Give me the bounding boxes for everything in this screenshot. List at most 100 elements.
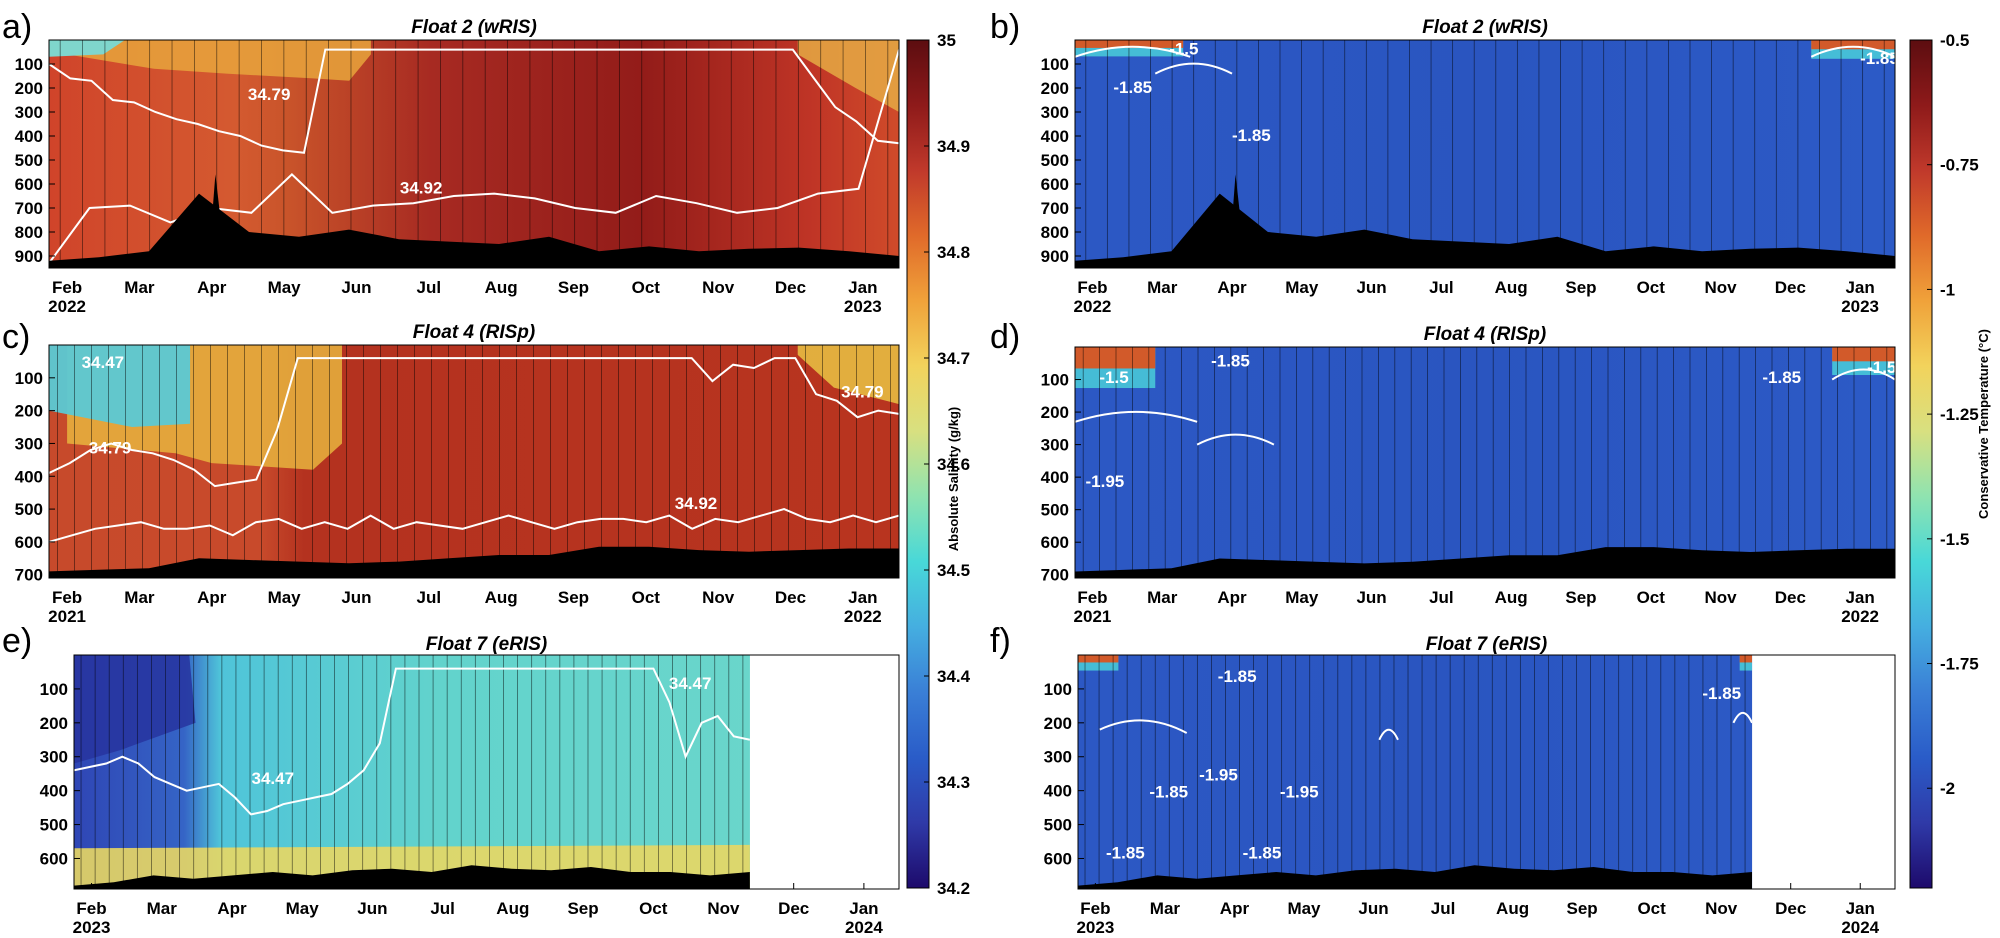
field-surface-cyan — [49, 40, 125, 57]
x-tick-label: Aug — [1496, 899, 1529, 918]
x-tick-label: Sep — [1567, 899, 1598, 918]
contour-label: 34.47 — [669, 674, 712, 693]
x-tick-label: Sep — [567, 899, 598, 918]
colorbar-tick-label: -0.75 — [1940, 156, 1979, 175]
x-tick-label: Sep — [1565, 588, 1596, 607]
x-tick-label: Sep — [1565, 278, 1596, 297]
contour-label: 34.92 — [400, 179, 443, 198]
plot-frame — [48, 344, 900, 579]
x-tick-label: Jun — [1356, 278, 1386, 297]
y-tick-label: 800 — [15, 223, 43, 242]
x-tick-label: Mar — [147, 899, 178, 918]
field-warm-core — [1811, 40, 1895, 50]
x-tick-label: May — [1287, 899, 1321, 918]
x-tick-label: Jul — [430, 899, 455, 918]
x-tick-label: Feb — [76, 899, 106, 918]
y-tick-label: 200 — [1041, 403, 1069, 422]
colorbar-tick-label: -1.75 — [1940, 655, 1979, 674]
x-tick-label: Jan — [848, 278, 877, 297]
y-tick-label: 100 — [40, 680, 68, 699]
colorbar-tick-label: 34.9 — [937, 137, 970, 156]
y-tick-label: 900 — [1041, 247, 1069, 266]
contour-label: 34.92 — [675, 494, 718, 513]
colorbar-tick-label: 34.2 — [937, 879, 970, 898]
x-tick-label: Sep — [558, 278, 589, 297]
contour-temp — [1810, 45, 1895, 58]
colorbar-tick-label: -1.25 — [1940, 405, 1979, 424]
panel-e: 34.47 34.47 100 200 300 400 500 600 Feb Mar Apr May… — [2, 622, 900, 937]
x-tick-label: Dec — [1775, 899, 1806, 918]
x-tick-label: Nov — [702, 278, 735, 297]
x-tick-label: Nov — [707, 899, 740, 918]
y-tick-label: 200 — [15, 402, 43, 421]
panel-d: -1.5 -1.85 -1.85 -1.5 -1.95 100 200 300 400 500 60… — [990, 318, 1896, 626]
start-year-label: 2021 — [48, 607, 86, 626]
x-tick-label: Mar — [1147, 278, 1178, 297]
x-tick-label: Feb — [1077, 278, 1107, 297]
field-base — [1078, 655, 1753, 889]
field-warm-core — [1078, 655, 1119, 663]
y-tick-label: 600 — [40, 849, 68, 868]
y-tick-label: 600 — [1044, 849, 1072, 868]
end-year-label: 2023 — [1841, 297, 1879, 316]
seafloor-bathymetry — [49, 193, 899, 268]
panel-label: d) — [990, 318, 1020, 356]
y-tick-label: 600 — [15, 175, 43, 194]
x-tick-label: Nov — [702, 588, 735, 607]
colorbar-title: Conservative Temperature (°C) — [1976, 329, 1991, 519]
field-c — [49, 345, 899, 578]
y-tick-label: 400 — [1044, 782, 1072, 801]
y-tick-label: 400 — [1041, 468, 1069, 487]
y-tick-label: 100 — [1041, 55, 1069, 74]
contour-label: -1.85 — [1702, 684, 1741, 703]
contour-label: -1.85 — [1762, 368, 1801, 387]
colorbar-tick-label: 34.3 — [937, 773, 970, 792]
x-tick-label: Jan — [1846, 899, 1875, 918]
y-tick-label: 500 — [15, 500, 43, 519]
contour-label: -1.85 — [1243, 844, 1282, 863]
panel-a: 34.79 34.92 100 200 300 400 500 600 700 800 900 Feb… — [2, 8, 900, 316]
contour-label: -1.85 — [1113, 78, 1152, 97]
y-tick-label: 400 — [15, 127, 43, 146]
contour-label: -1.85 — [1211, 352, 1250, 371]
x-tick-label: Mar — [124, 278, 155, 297]
x-tick-label: May — [268, 588, 302, 607]
x-tick-label: Feb — [52, 588, 82, 607]
panel-title: Float 2 (wRIS) — [411, 17, 537, 38]
x-tick-label: Dec — [1775, 278, 1806, 297]
seafloor-bathymetry — [74, 865, 750, 889]
y-tick-label: 300 — [15, 103, 43, 122]
x-tick-label: Apr — [1220, 899, 1250, 918]
x-tick-label: Jun — [341, 588, 371, 607]
y-tick-label: 400 — [40, 782, 68, 801]
plot-frame — [1074, 39, 1896, 269]
colorbar-tick-label: 35 — [937, 31, 956, 50]
y-tick-label: 500 — [15, 151, 43, 170]
seafloor-bathymetry — [1078, 865, 1753, 889]
x-tick-label: Jun — [357, 899, 387, 918]
y-tick-label: 200 — [15, 79, 43, 98]
x-tick-label: Mar — [1147, 588, 1178, 607]
contour-label: 34.47 — [252, 769, 295, 788]
contour-label: 34.79 — [89, 438, 132, 457]
y-tick-label: 500 — [1044, 816, 1072, 835]
contour-label: -1.95 — [1280, 782, 1319, 801]
field-f — [1078, 655, 1753, 889]
colorbar-tick-label: -1 — [1940, 280, 1955, 299]
contour-34.92 — [49, 508, 899, 543]
contour-label: -1.5 — [1867, 358, 1896, 377]
x-tick-label: Dec — [775, 278, 806, 297]
plot-frame — [1077, 654, 1896, 890]
panel-label: c) — [2, 318, 30, 356]
panel-label: f) — [990, 622, 1011, 660]
colorbar-tick-label: -2 — [1940, 779, 1955, 798]
end-year-label: 2022 — [1841, 607, 1879, 626]
colorbar-salinity: 35 34.9 34.8 34.7 34.6 34.5 34.4 34.3 34.2 Absolu… — [906, 31, 971, 898]
x-tick-label: Jul — [417, 278, 442, 297]
seafloor-ridge — [1228, 174, 1246, 268]
contour-temp — [1831, 368, 1895, 381]
y-tick-label: 100 — [15, 55, 43, 74]
contour-34.79 — [49, 357, 899, 488]
colorbar-tick-label: 34.5 — [937, 561, 970, 580]
field-base — [1075, 347, 1895, 578]
